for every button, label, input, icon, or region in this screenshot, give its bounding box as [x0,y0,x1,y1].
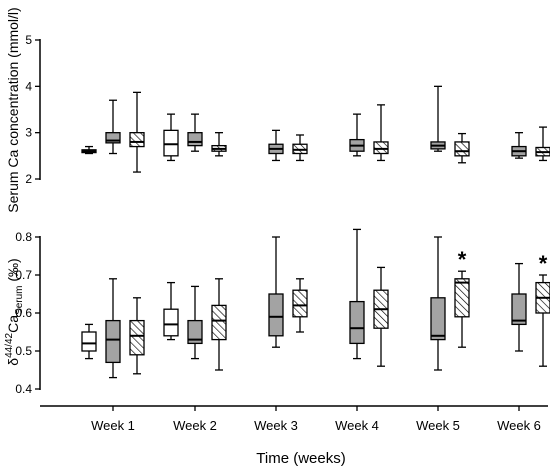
ylabel-sup: 44/42 [4,332,15,357]
box-gray [511,262,527,352]
box-hatched [292,134,308,162]
box-white [163,281,179,341]
box-iqr [163,308,179,337]
box-iqr [129,132,145,148]
box-hatched [129,297,145,375]
box-iqr [211,304,227,341]
ylabel-mid: Ca [5,315,21,333]
x-tick-label: Week 5 [416,418,460,433]
box-iqr [373,141,389,155]
x-tick-label: Week 6 [497,418,541,433]
ylabel-sub: Serum [14,286,25,315]
box-hatched [211,278,227,371]
box-gray [105,99,121,155]
box-hatched [373,104,389,162]
bottom-panel: 0.4 0.5 0.6 0.7 0.8 Week 1 Week 2 Week 3 Week 4 W… [15,228,550,433]
significance-marker: * [458,247,467,272]
box-iqr [81,331,97,352]
box-gray [511,132,527,159]
box-gray [105,278,121,379]
significance-marker: * [539,251,548,276]
box-hatched [373,266,389,367]
box-iqr [454,141,470,157]
y-tick-label: 0.5 [15,344,32,358]
y-tick-label: 3 [25,126,32,140]
box-iqr [105,319,121,364]
box-white [163,113,179,162]
top-y-axis-label: Serum Ca concentration (mmol/l) [5,7,21,212]
top-panel: 2 3 4 5 [25,33,550,186]
box-iqr [454,278,470,318]
x-tick-label: Week 1 [91,418,135,433]
box-iqr [163,129,179,157]
box-iqr [105,132,121,144]
box-iqr [349,300,365,345]
box-hatched [129,91,145,173]
box-iqr [187,132,203,147]
y-tick-label: 5 [25,33,32,47]
box-gray [268,129,284,162]
box-hatched: * [535,251,550,367]
box-hatched [292,278,308,333]
box-gray [187,285,203,360]
x-tick-label: Week 2 [173,418,217,433]
box-gray [187,113,203,152]
x-tick-label: Week 4 [335,418,379,433]
box-hatched [211,132,227,157]
box-white [81,145,97,155]
box-iqr [430,297,446,341]
box-gray [349,228,365,360]
box-gray [349,113,365,157]
box-hatched: * [454,247,470,348]
x-axis-label: Time (weeks) [256,450,345,467]
ylabel-prefix: δ [5,358,21,366]
y-tick-label: 2 [25,172,32,186]
box-iqr [187,319,203,345]
x-tick-label: Week 3 [254,418,298,433]
y-tick-label: 0.6 [15,306,32,320]
box-hatched [535,126,550,162]
y-tick-label: 0.8 [15,230,32,244]
box-gray [268,236,284,348]
box-iqr [511,293,527,326]
box-white [81,323,97,360]
box-hatched [454,132,470,164]
ylabel-suffix: (‰) [5,258,21,285]
y-tick-label: 0.7 [15,268,32,282]
box-iqr [292,289,308,318]
box-gray [430,85,446,152]
box-iqr [268,293,284,337]
y-tick-label: 4 [25,79,32,93]
box-gray [430,236,446,371]
y-tick-label: 0.4 [15,382,32,396]
bottom-y-axis-label: δ44/42CaSerum (‰) [4,258,25,365]
box-iqr [129,319,145,356]
